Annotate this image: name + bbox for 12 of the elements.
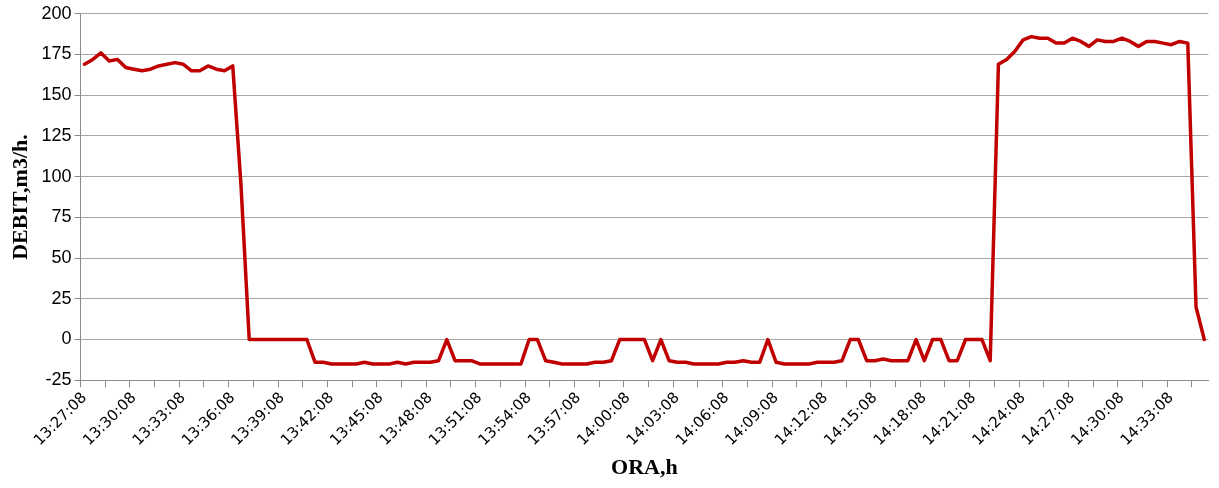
x-axis-title: ORA,h [611, 454, 678, 480]
y-tick-label: 150 [41, 84, 72, 105]
y-tick-label: -25 [45, 369, 72, 390]
y-tick-label: 75 [51, 206, 72, 227]
y-tick-label: 125 [41, 124, 72, 145]
y-tick-label: 100 [41, 165, 72, 186]
y-tick-label: 0 [61, 328, 72, 349]
y-tick-label: 25 [51, 287, 72, 308]
y-axis-title: DEBIT,m3/h. [6, 134, 32, 260]
y-tick-label: 200 [41, 2, 72, 23]
y-tick-label: 175 [41, 43, 72, 64]
y-tick-label: 50 [51, 247, 72, 268]
